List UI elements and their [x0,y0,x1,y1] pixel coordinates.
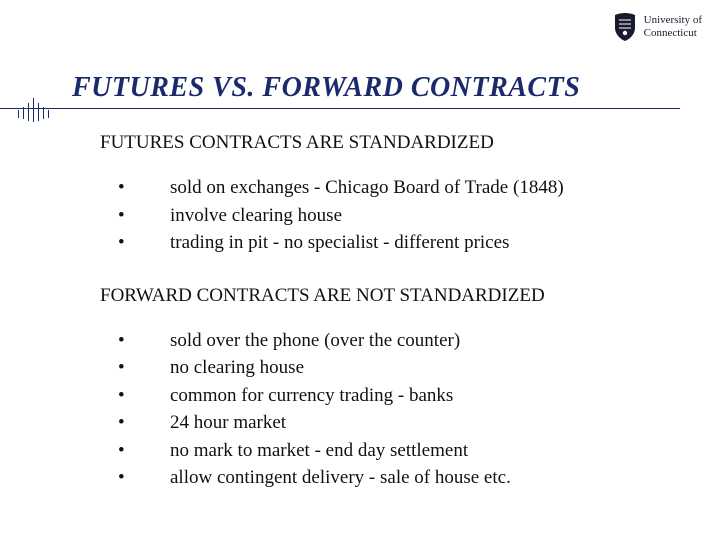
bullet-item: •involve clearing house [100,202,680,230]
bullet-mark: • [100,464,170,492]
bullet-item: •no clearing house [100,354,680,382]
bullet-item: •no mark to market - end day settlement [100,437,680,465]
title-ticks [18,98,49,122]
section-heading: FORWARD CONTRACTS ARE NOT STANDARDIZED [100,285,680,307]
logo-line-2: Connecticut [644,27,702,40]
crest-icon [612,12,638,42]
logo-text: University of Connecticut [644,14,702,39]
tick-mark [43,107,44,119]
bullet-mark: • [100,354,170,382]
logo-line-1: University of [644,14,702,27]
bullet-mark: • [100,327,170,355]
bullet-mark: • [100,382,170,410]
bullet-text: no clearing house [170,354,680,382]
slide-title: FUTURES VS. FORWARD CONTRACTS [72,72,680,104]
tick-mark [48,110,49,118]
university-logo: University of Connecticut [612,12,702,42]
bullet-item: •sold over the phone (over the counter) [100,327,680,355]
bullet-item: •common for currency trading - banks [100,382,680,410]
bullet-list: •sold over the phone (over the counter)•… [100,327,680,492]
bullet-item: •sold on exchanges - Chicago Board of Tr… [100,174,680,202]
bullet-mark: • [100,174,170,202]
bullet-mark: • [100,437,170,465]
bullet-item: •allow contingent delivery - sale of hou… [100,464,680,492]
section-heading: FUTURES CONTRACTS ARE STANDARDIZED [100,132,680,154]
tick-mark [28,103,29,121]
bullet-text: involve clearing house [170,202,680,230]
tick-mark [23,107,24,119]
tick-mark [38,103,39,121]
bullet-text: 24 hour market [170,409,680,437]
slide-content: FUTURES CONTRACTS ARE STANDARDIZED•sold … [100,132,680,520]
bullet-text: sold on exchanges - Chicago Board of Tra… [170,174,680,202]
tick-mark [33,98,34,122]
title-rule [0,108,680,109]
bullet-text: sold over the phone (over the counter) [170,327,680,355]
bullet-list: •sold on exchanges - Chicago Board of Tr… [100,174,680,257]
bullet-text: no mark to market - end day settlement [170,437,680,465]
bullet-text: common for currency trading - banks [170,382,680,410]
bullet-text: trading in pit - no specialist - differe… [170,229,680,257]
bullet-mark: • [100,202,170,230]
bullet-text: allow contingent delivery - sale of hous… [170,464,680,492]
bullet-item: •24 hour market [100,409,680,437]
bullet-item: •trading in pit - no specialist - differ… [100,229,680,257]
tick-mark [18,110,19,118]
bullet-mark: • [100,409,170,437]
bullet-mark: • [100,229,170,257]
